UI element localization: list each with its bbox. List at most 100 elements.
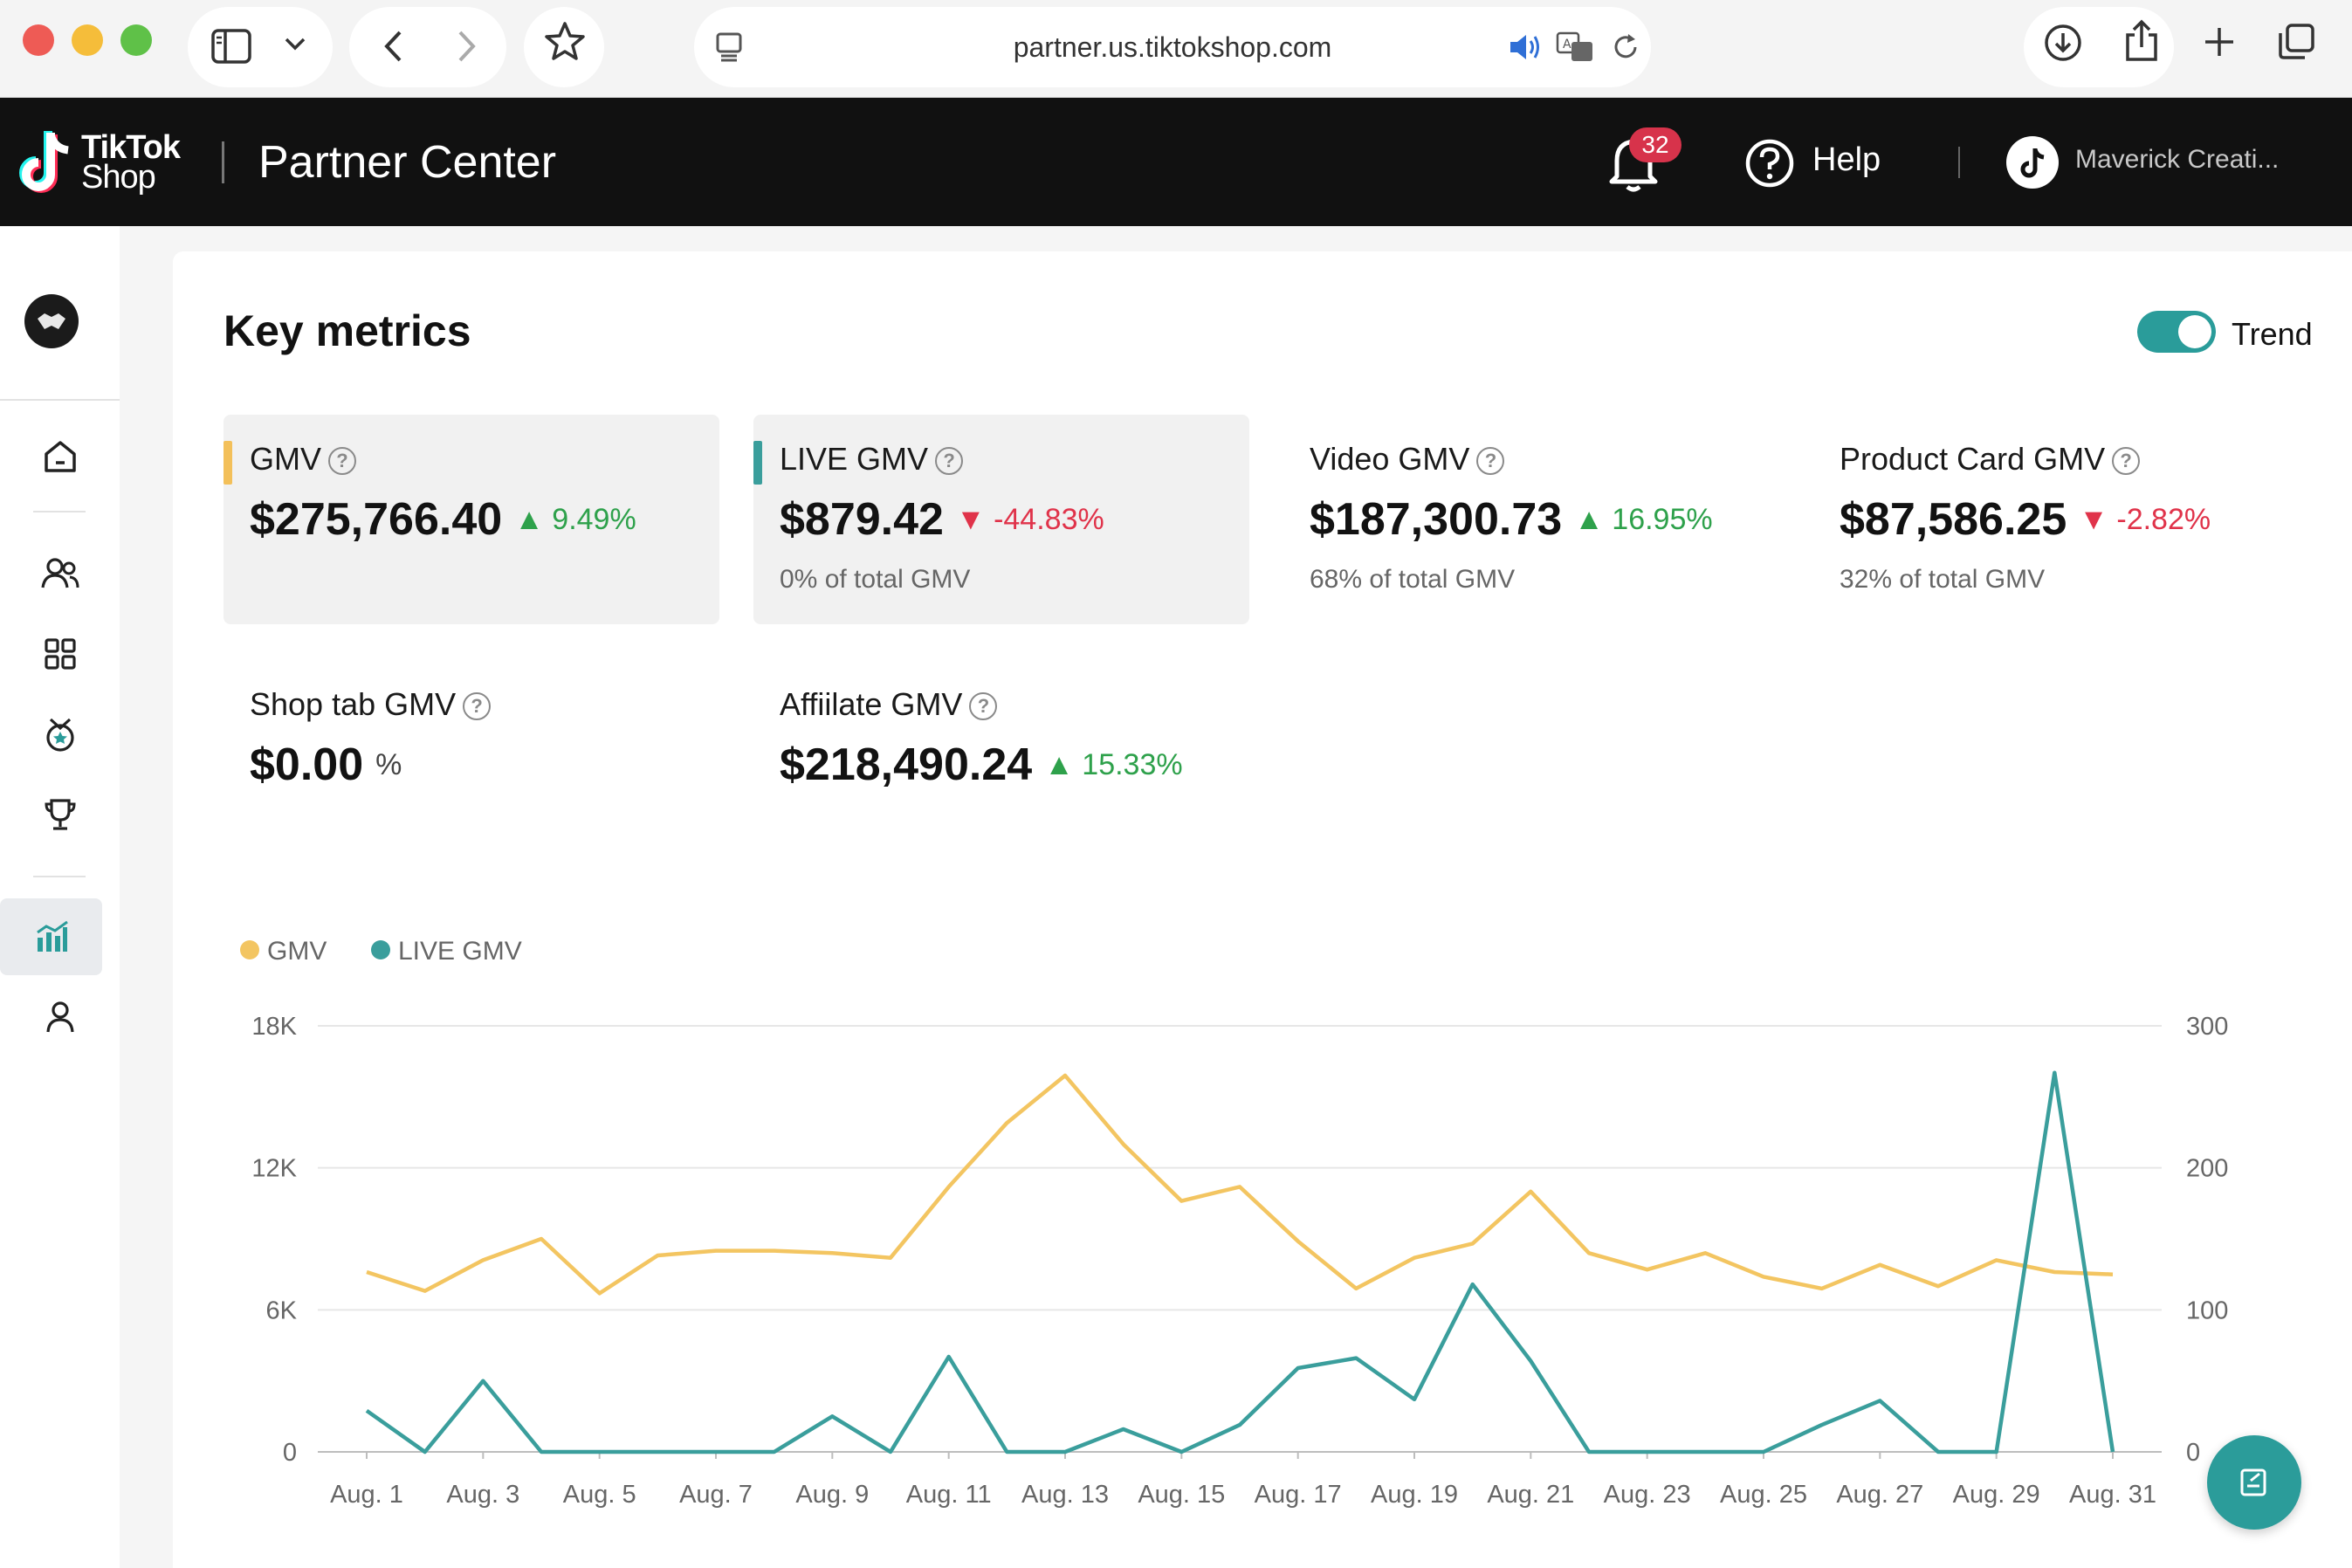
sidebar-item-rewards[interactable] [0,776,120,853]
x-tick-label: Aug. 25 [1720,1481,1807,1509]
app-header: TikTok Shop Partner Center 32 Help Maver… [0,98,2352,226]
zoom-window-button[interactable] [120,24,152,56]
metric-label: Product Card GMV? [1840,441,2141,478]
bar-chart-icon [36,920,68,952]
metric-change: ▼ -2.82% [2079,503,2211,536]
x-tick-label: Aug. 5 [563,1481,636,1509]
metric-label-text: Shop tab GMV [250,686,457,722]
new-tab-icon[interactable] [2198,21,2240,63]
metric-tile-gmv[interactable]: GMV? $275,766.40 ▲ 9.49% [224,415,719,624]
trophy-icon [44,799,76,830]
x-tick-label: Aug. 21 [1487,1481,1574,1509]
trend-toggle[interactable] [2137,311,2216,353]
star-icon[interactable] [543,19,587,63]
sidebar-item-apps[interactable] [0,616,120,692]
metric-change-value: -2.82% [2116,503,2211,536]
speaker-icon[interactable] [1506,28,1544,66]
metric-tile-live-gmv[interactable]: LIVE GMV? $879.42 ▼ -44.83% 0% of total G… [753,415,1249,624]
metric-value: $218,490.24 ▲ 15.33% [780,739,1183,791]
sidebar [0,226,120,1568]
y-right-tick-label: 0 [2186,1439,2200,1467]
metric-value: $87,586.25 ▼ -2.82% [1840,493,2211,546]
question-icon[interactable]: ? [969,692,998,720]
metric-share: 32% of total GMV [1840,565,2046,594]
shop-avatar[interactable] [24,294,79,348]
metric-tile-video-gmv[interactable]: Video GMV? $187,300.73 ▲ 16.95% 68% of to… [1283,415,1779,624]
bookmark-group [524,7,604,87]
sidebar-item-creators[interactable] [0,535,120,612]
home-icon [44,441,76,472]
feedback-button[interactable] [2207,1435,2301,1530]
question-icon[interactable]: ? [1476,447,1505,475]
trend-label: Trend [2232,316,2313,352]
x-tick-label: Aug. 17 [1255,1481,1342,1509]
sidebar-divider [33,511,86,512]
metric-tile-shop-tab-gmv[interactable]: Shop tab GMV? $0.00% [224,660,719,835]
y-left-tick-label: 12K [251,1155,297,1183]
question-icon[interactable]: ? [935,447,964,475]
x-tick-label: Aug. 11 [906,1481,992,1509]
metric-label: Shop tab GMV? [250,686,492,723]
metric-change: ▲ 16.95% [1574,503,1713,536]
x-tick-label: Aug. 3 [446,1481,519,1509]
close-window-button[interactable] [23,24,54,56]
tab-overview-icon[interactable] [2275,21,2317,63]
tiktok-logo-icon[interactable] [16,129,73,197]
metric-value: $275,766.40 ▲ 9.49% [250,493,636,546]
series-color-marker [753,441,762,485]
question-icon[interactable]: ? [463,692,492,720]
metric-change: ▼ -44.83% [955,503,1104,536]
reader-icon[interactable] [710,28,748,66]
account-name[interactable]: Maverick Creati... [2075,145,2280,174]
browser-toolbar: partner.us.tiktokshop.com A [0,0,2352,98]
x-tick-label: Aug. 31 [2069,1481,2156,1509]
y-right-tick-label: 200 [2186,1155,2228,1183]
users-icon [40,558,79,588]
sidebar-item-campaigns[interactable] [0,696,120,773]
translate-icon[interactable]: A [1554,28,1598,66]
question-icon[interactable]: ? [328,447,357,475]
minimize-window-button[interactable] [72,24,103,56]
metric-label-text: Affiilate GMV [780,686,963,722]
legend-label: GMV [267,937,327,966]
metric-share: 0% of total GMV [780,565,971,594]
brand-divider [222,141,224,183]
account-avatar[interactable] [2006,136,2059,189]
section-title: Key metrics [224,306,471,355]
address-bar[interactable]: partner.us.tiktokshop.com A [694,7,1651,87]
sidebar-item-home[interactable] [0,418,120,495]
metric-label-text: Video GMV [1310,441,1470,477]
metric-tile-product-card-gmv[interactable]: Product Card GMV? $87,586.25 ▼ -2.82% 32%… [1813,415,2309,624]
metric-change: ▲ 9.49% [514,503,636,536]
brand-name-line-1: TikTok [81,129,181,166]
sidebar-item-analytics[interactable] [0,898,102,975]
y-right-tick-label: 100 [2186,1296,2228,1324]
sidebar-divider [33,876,86,877]
metric-tile-affiliate-gmv[interactable]: Affiilate GMV? $218,490.24 ▲ 15.33% [753,660,1249,835]
back-icon[interactable] [371,24,415,68]
download-icon[interactable] [2041,21,2085,65]
legend-marker [371,940,390,959]
x-tick-label: Aug. 13 [1021,1481,1109,1509]
help-button[interactable]: Help [1812,141,1881,178]
x-tick-label: Aug. 1 [330,1481,403,1509]
legend-label: LIVE GMV [398,937,522,966]
sidebar-divider [0,399,120,401]
metric-label: GMV? [250,441,357,478]
metric-label: LIVE GMV? [780,441,964,478]
sidebar-toggle-icon[interactable] [208,23,255,70]
question-icon[interactable]: ? [2112,447,2141,475]
y-left-tick-label: 18K [251,1013,297,1041]
share-icon[interactable] [2120,17,2163,65]
help-icon[interactable] [1744,138,1795,189]
forward-icon[interactable] [445,24,489,68]
reload-icon[interactable] [1606,28,1645,66]
y-right-tick-label: 300 [2186,1013,2228,1041]
metric-value-text: $218,490.24 [780,739,1033,790]
chevron-down-icon[interactable] [278,26,313,61]
x-tick-label: Aug. 7 [679,1481,753,1509]
sidebar-item-account[interactable] [0,979,120,1056]
metric-share: 68% of total GMV [1310,565,1516,594]
x-tick-label: Aug. 9 [795,1481,869,1509]
metric-change-value: 15.33% [1082,748,1183,781]
